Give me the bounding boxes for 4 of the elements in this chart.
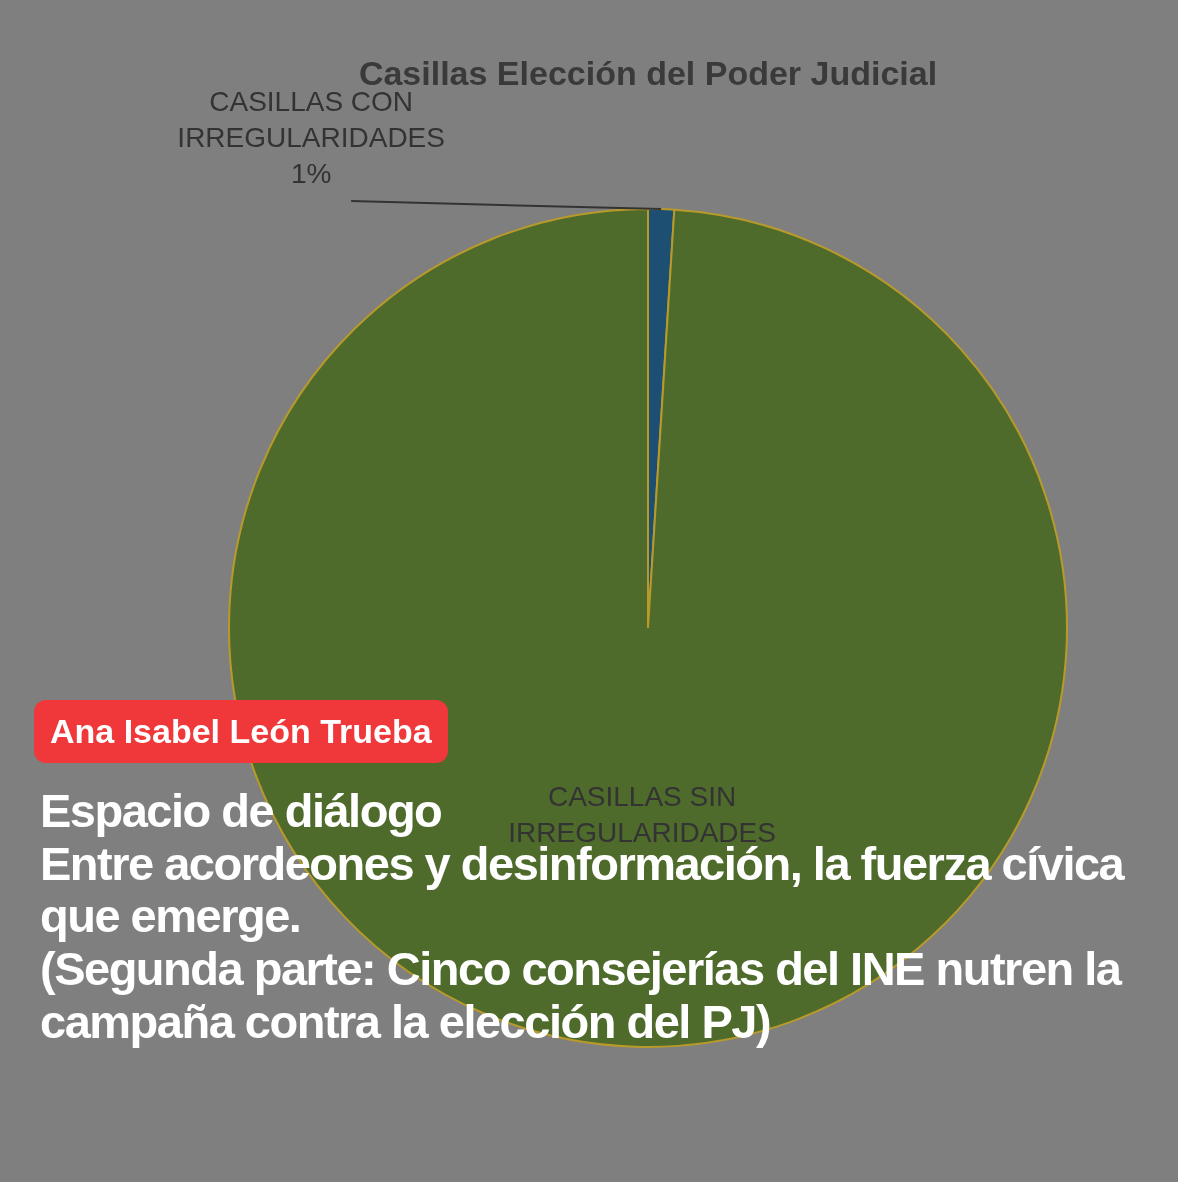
text: (Segunda parte: Cinco consejerías del INE nutren la campaña contra la elección del PJ) <box>40 941 1123 1049</box>
text: Ana Isabel León Trueba <box>34 700 448 763</box>
data-label: 1% <box>290 157 332 189</box>
text: Espacio de diálogo <box>40 784 442 837</box>
